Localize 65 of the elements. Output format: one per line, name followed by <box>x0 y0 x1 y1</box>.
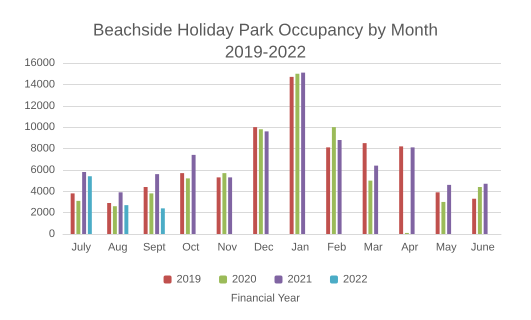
x-tick-label: Mar <box>364 242 384 254</box>
bar <box>447 184 452 234</box>
y-tick-label: 0 <box>48 228 55 240</box>
bar <box>472 198 476 234</box>
bar <box>332 127 336 234</box>
bar <box>326 147 330 234</box>
bar <box>436 192 440 234</box>
bar <box>228 177 232 234</box>
bar <box>88 176 92 234</box>
x-tick-label: Dec <box>254 242 274 254</box>
y-tick-label: 10000 <box>24 121 55 134</box>
bar <box>368 180 372 234</box>
bar <box>338 140 342 234</box>
bar <box>186 178 190 234</box>
chart-title: Beachside Holiday Park Occupancy by Month 2019-2022 <box>93 20 438 62</box>
x-tick-label: July <box>71 242 92 254</box>
x-tick-label: Oct <box>182 242 200 254</box>
bar <box>222 173 226 234</box>
x-tick-label: Apr <box>401 242 419 254</box>
bar <box>484 184 488 234</box>
legend-label: 2020 <box>232 274 257 286</box>
bar <box>160 208 165 234</box>
bar <box>144 186 148 234</box>
bar <box>362 143 367 234</box>
bar <box>192 154 196 234</box>
bar <box>478 186 482 234</box>
x-tick-label: May <box>436 242 458 254</box>
y-tick-label: 16000 <box>24 57 55 69</box>
legend-title: Financial Year <box>230 292 300 304</box>
x-tick-label: June <box>470 242 495 254</box>
bar <box>290 76 294 234</box>
x-tick-label: Sept <box>142 242 166 254</box>
bar <box>264 131 269 234</box>
bar <box>374 166 378 234</box>
y-tick-label: 14000 <box>24 78 55 90</box>
y-tick-label: 12000 <box>24 100 55 112</box>
bar <box>295 74 300 234</box>
y-tick-label: 4000 <box>30 185 55 198</box>
bar <box>399 146 404 234</box>
bar <box>441 202 446 234</box>
bar <box>107 203 112 234</box>
x-tick-label: Jan <box>291 242 310 254</box>
bar <box>118 192 123 234</box>
legend-label: 2022 <box>342 274 368 286</box>
x-tick-label: Aug <box>108 242 128 254</box>
bar <box>70 193 75 234</box>
bar <box>76 200 80 234</box>
x-tick-label: Feb <box>327 242 346 254</box>
bar <box>155 174 160 234</box>
bar <box>258 129 263 234</box>
bar <box>216 177 221 234</box>
bar <box>124 205 128 234</box>
y-tick-label: 8000 <box>30 142 55 154</box>
bar <box>253 127 258 234</box>
bar <box>82 172 86 234</box>
bar <box>112 206 117 234</box>
bar <box>149 193 154 234</box>
y-tick-label: 6000 <box>30 164 55 176</box>
x-tick-label: Nov <box>217 242 238 254</box>
bar <box>410 147 415 234</box>
bar <box>180 173 184 234</box>
bar <box>301 72 306 234</box>
legend-label: 2019 <box>176 274 202 286</box>
y-tick-label: 2000 <box>30 206 55 219</box>
legend-label: 2021 <box>288 274 312 286</box>
